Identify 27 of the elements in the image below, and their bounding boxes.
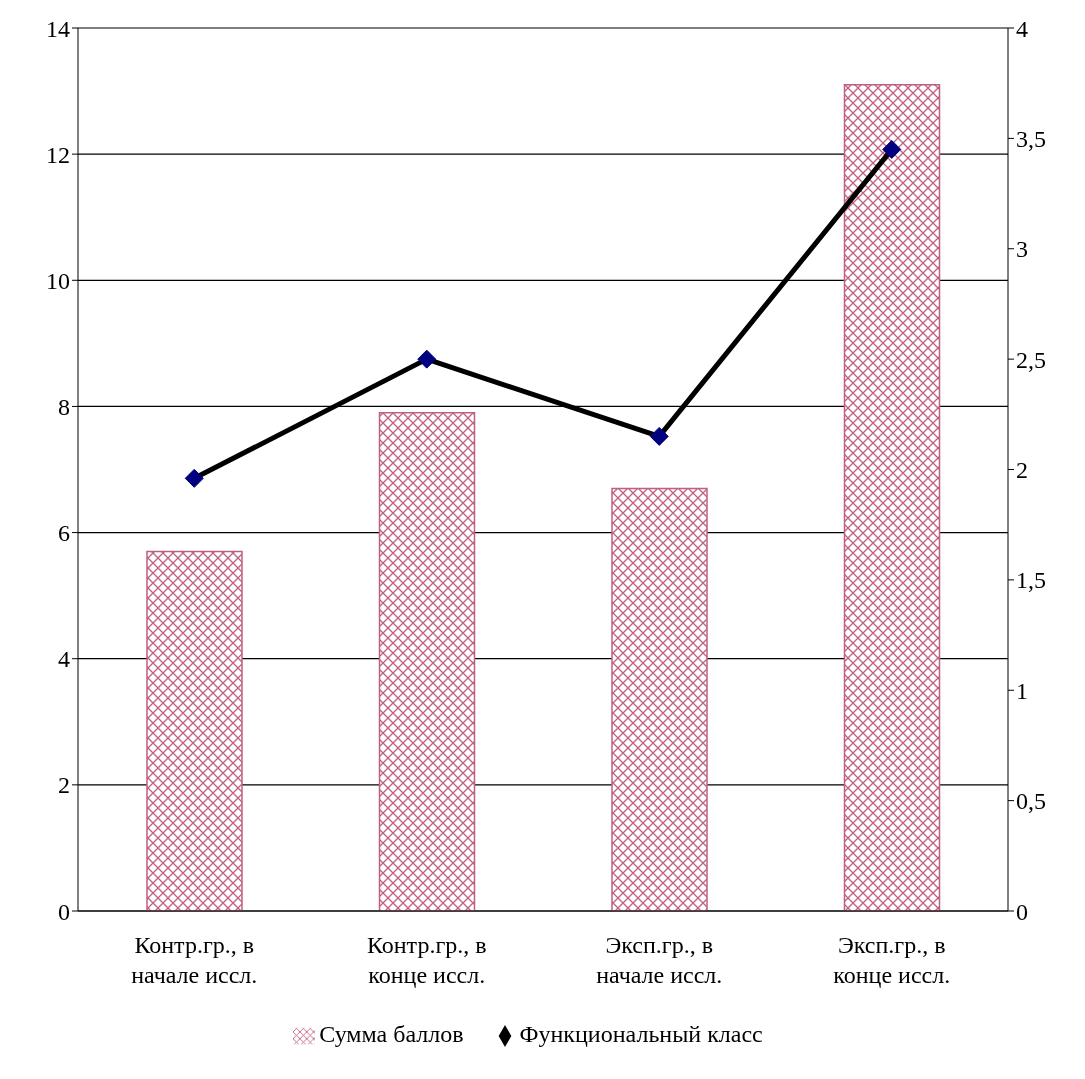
y2-tick-label: 0 [1016, 898, 1028, 925]
bar [146, 550, 243, 911]
y2-tick-label: 1 [1016, 677, 1028, 704]
legend-label: Сумма баллов [319, 1021, 464, 1047]
x-tick-label: Контр.гр., в начале иссл. [131, 932, 258, 988]
y2-tick-label: 3,5 [1016, 125, 1046, 152]
y2-tick-label: 0,5 [1016, 788, 1046, 815]
x-tick-label: Эксп.гр., в конце иссл. [833, 932, 951, 988]
y-tick-label: 14 [46, 15, 70, 42]
y2-tick-label: 4 [1016, 15, 1028, 42]
y-tick-label: 0 [58, 898, 70, 925]
y2-tick-label: 3 [1016, 236, 1028, 263]
bar [611, 487, 708, 911]
bar [843, 84, 941, 911]
x-tick-label: Эксп.гр., в начале иссл. [596, 932, 723, 988]
y-tick-label: 12 [46, 141, 70, 168]
y2-tick-label: 2 [1016, 457, 1028, 484]
legend-label: Функциональный класс [519, 1021, 763, 1047]
y-tick-label: 8 [58, 393, 70, 420]
bar [378, 411, 476, 911]
y-tick-label: 4 [58, 646, 70, 673]
y-tick-label: 2 [58, 772, 70, 799]
y2-tick-label: 2,5 [1016, 346, 1046, 373]
y-tick-label: 10 [46, 267, 70, 294]
y2-tick-label: 1,5 [1016, 567, 1046, 594]
y-tick-label: 6 [58, 520, 70, 547]
x-tick-label: Контр.гр., в конце иссл. [366, 932, 487, 988]
